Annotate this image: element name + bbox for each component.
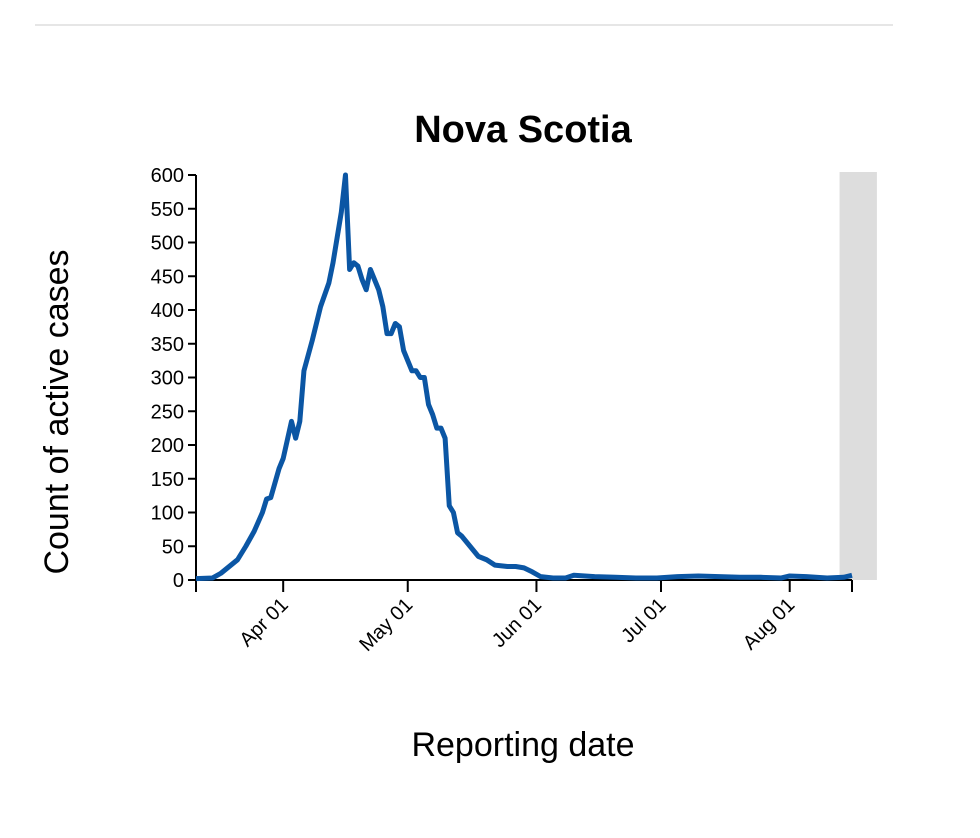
y-tick-label: 250 (151, 401, 184, 423)
y-tick-label: 550 (151, 199, 184, 221)
x-tick-label: Jul 01 (617, 594, 670, 647)
x-tick-label: Aug 01 (739, 594, 799, 654)
y-tick-label: 350 (151, 334, 184, 356)
highlight-band (839, 172, 877, 580)
y-axis-label: Count of active cases (38, 249, 76, 574)
y-tick-label: 300 (151, 368, 184, 390)
y-tick-label: 450 (151, 266, 184, 288)
x-tick-label: May 01 (355, 594, 417, 656)
y-tick-label: 400 (151, 300, 184, 322)
y-tick-label: 50 (162, 536, 184, 558)
y-tick-label: 100 (151, 503, 184, 525)
y-tick-label: 200 (151, 435, 184, 457)
y-tick-label: 600 (151, 165, 184, 187)
x-tick-label: Apr 01 (235, 594, 292, 651)
chart-title: Nova Scotia (414, 109, 632, 151)
y-tick-label: 150 (151, 469, 184, 491)
x-tick-label: Jun 01 (488, 594, 546, 652)
y-tick-label: 0 (173, 570, 184, 592)
y-tick-label: 500 (151, 233, 184, 255)
data-line (195, 172, 853, 582)
x-axis-label: Reporting date (411, 726, 634, 764)
